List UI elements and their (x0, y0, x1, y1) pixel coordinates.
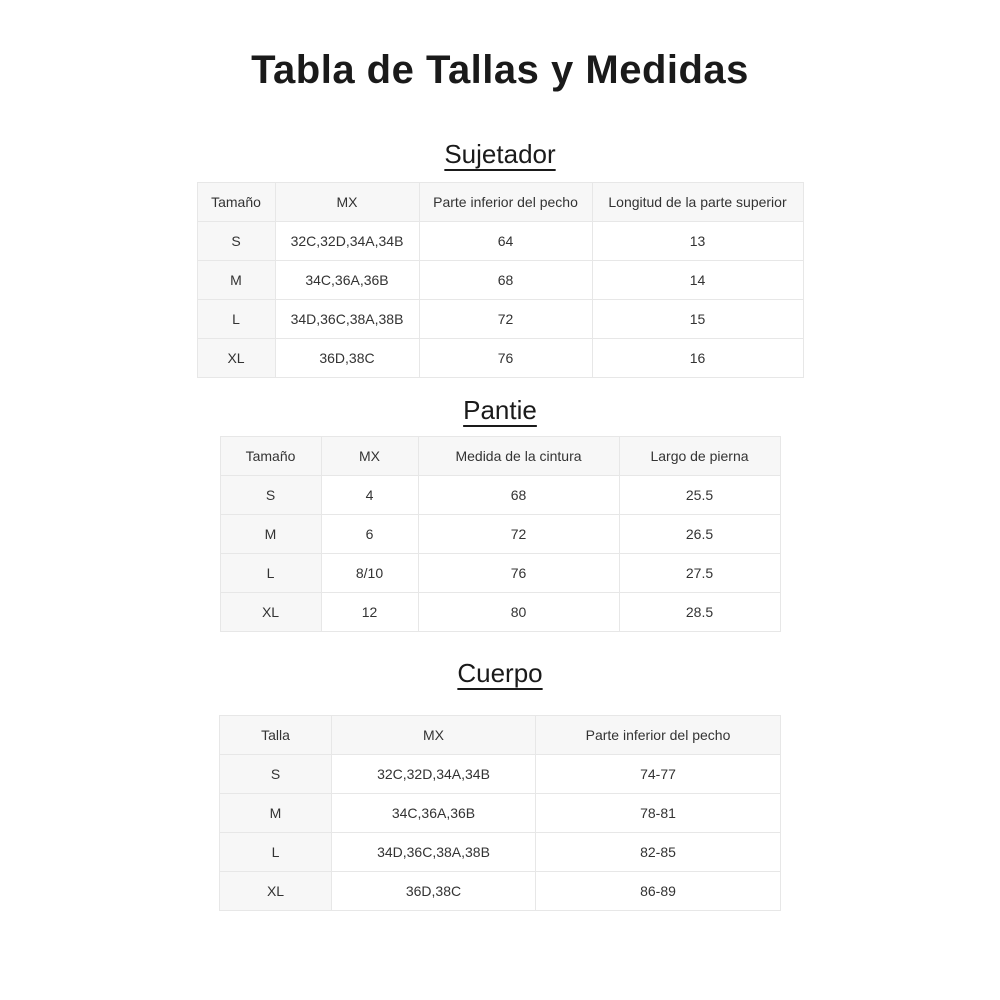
header-row: Tamaño MX Medida de la cintura Largo de pie… (219, 435, 781, 476)
page-title: Tabla de Tallas y Medidas (251, 48, 749, 92)
sujetador-size-table: Tamaño MX Parte inferior del pecho Longitud… (196, 181, 804, 378)
column-header: MX (274, 181, 420, 222)
size-label-cell: M (196, 259, 276, 300)
size-label-cell: M (219, 513, 322, 554)
table-row: S 32C,32D,34A,34B 64 13 (196, 220, 804, 261)
value-cell: 68 (417, 474, 620, 515)
value-cell: 76 (417, 552, 620, 593)
size-label-cell: XL (196, 337, 276, 378)
value-cell: 74-77 (535, 753, 781, 794)
table-row: XL 12 80 28.5 (219, 591, 781, 632)
size-label-cell: XL (219, 591, 322, 632)
table-row: M 34C,36A,36B 68 14 (196, 259, 804, 300)
value-cell: 15 (591, 298, 804, 339)
table-row: L 34D,36C,38A,38B 82-85 (219, 831, 781, 872)
value-cell: 86-89 (535, 870, 781, 911)
value-cell: 28.5 (618, 591, 781, 632)
column-header: Parte inferior del pecho (418, 181, 593, 222)
value-cell: 72 (418, 298, 593, 339)
value-cell: 16 (591, 337, 804, 378)
size-label-cell: XL (219, 870, 332, 911)
value-cell: 80 (417, 591, 620, 632)
section-pantie: Pantie Tamaño MX Medida de la cintura Largo… (0, 394, 1000, 632)
value-cell: 82-85 (535, 831, 781, 872)
value-cell: 36D,38C (331, 870, 536, 911)
section-title-sujetador: Sujetador (444, 139, 556, 169)
section-title-cuerpo: Cuerpo (457, 657, 543, 688)
table-row: S 32C,32D,34A,34B 74-77 (219, 753, 781, 794)
value-cell: 72 (417, 513, 620, 554)
value-cell: 4 (320, 474, 419, 515)
size-label-cell: L (196, 298, 276, 339)
column-header: MX (320, 435, 419, 476)
value-cell: 32C,32D,34A,34B (274, 220, 420, 261)
value-cell: 8/10 (320, 552, 419, 593)
column-header: Tamaño (196, 181, 276, 222)
value-cell: 26.5 (618, 513, 781, 554)
size-label-cell: L (219, 831, 332, 872)
value-cell: 25.5 (618, 474, 781, 515)
table-row: M 34C,36A,36B 78-81 (219, 792, 781, 833)
table-row: XL 36D,38C 76 16 (196, 337, 804, 378)
section-sujetador: Sujetador Tamaño MX Parte inferior del pec… (0, 139, 1000, 378)
table-row: L 8/10 76 27.5 (219, 552, 781, 593)
value-cell: 64 (418, 220, 593, 261)
value-cell: 34D,36C,38A,38B (274, 298, 420, 339)
value-cell: 34C,36A,36B (274, 259, 420, 300)
value-cell: 34D,36C,38A,38B (331, 831, 536, 872)
table-row: XL 36D,38C 86-89 (219, 870, 781, 911)
cuerpo-size-table: Talla MX Parte inferior del pecho S 32C,32D,… (219, 714, 781, 911)
section-title-pantie: Pantie (463, 394, 537, 425)
column-header: Medida de la cintura (417, 435, 620, 476)
header-row: Talla MX Parte inferior del pecho (219, 714, 781, 755)
size-label-cell: S (196, 220, 276, 261)
size-label-cell: M (219, 792, 332, 833)
size-label-cell: S (219, 474, 322, 515)
size-label-cell: S (219, 753, 332, 794)
value-cell: 68 (418, 259, 593, 300)
value-cell: 6 (320, 513, 419, 554)
column-header: MX (331, 714, 536, 755)
header-row: Tamaño MX Parte inferior del pecho Longitud… (196, 181, 804, 222)
pantie-size-table: Tamaño MX Medida de la cintura Largo de pie… (219, 435, 781, 632)
column-header: Largo de pierna (618, 435, 781, 476)
column-header: Parte inferior del pecho (535, 714, 781, 755)
value-cell: 27.5 (618, 552, 781, 593)
column-header: Talla (219, 714, 332, 755)
value-cell: 34C,36A,36B (331, 792, 536, 833)
value-cell: 12 (320, 591, 419, 632)
value-cell: 76 (418, 337, 593, 378)
column-header: Longitud de la parte superior (591, 181, 804, 222)
value-cell: 78-81 (535, 792, 781, 833)
value-cell: 36D,38C (274, 337, 420, 378)
table-row: L 34D,36C,38A,38B 72 15 (196, 298, 804, 339)
value-cell: 13 (591, 220, 804, 261)
value-cell: 32C,32D,34A,34B (331, 753, 536, 794)
column-header: Tamaño (219, 435, 322, 476)
size-label-cell: L (219, 552, 322, 593)
table-row: S 4 68 25.5 (219, 474, 781, 515)
value-cell: 14 (591, 259, 804, 300)
table-row: M 6 72 26.5 (219, 513, 781, 554)
section-cuerpo: Cuerpo Talla MX Parte inferior del pecho S 3… (0, 657, 1000, 911)
